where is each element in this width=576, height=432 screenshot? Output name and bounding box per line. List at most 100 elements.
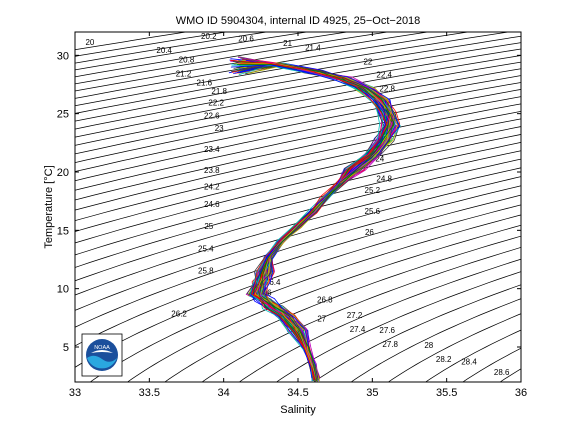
density-contour bbox=[75, 48, 521, 130]
density-contour bbox=[164, 235, 521, 382]
profile-line bbox=[231, 64, 381, 382]
density-contour bbox=[350, 298, 521, 382]
x-tick-label: 35.5 bbox=[436, 387, 457, 399]
y-tick-label: 25 bbox=[57, 109, 69, 121]
logo-text: NOAA bbox=[94, 345, 110, 351]
density-label: 20.6 bbox=[238, 34, 254, 43]
density-label: 28.4 bbox=[461, 358, 477, 367]
density-label: 21.8 bbox=[211, 87, 227, 96]
density-label: 27.2 bbox=[347, 311, 363, 320]
density-contour bbox=[75, 82, 521, 172]
density-contour bbox=[313, 284, 521, 382]
density-label: 25.2 bbox=[365, 186, 381, 195]
density-contour bbox=[75, 32, 471, 99]
density-label: 23.8 bbox=[204, 166, 220, 175]
density-label: 26.4 bbox=[265, 278, 281, 287]
density-contour bbox=[75, 176, 521, 311]
density-contour bbox=[238, 258, 521, 382]
profile-line bbox=[236, 64, 395, 382]
noaa-logo: NOAA bbox=[81, 333, 123, 377]
y-axis-label: Temperature [°C] bbox=[43, 165, 55, 248]
density-label: 27 bbox=[317, 314, 326, 323]
density-label: 27.8 bbox=[382, 340, 398, 349]
chart-title: WMO ID 5904304, internal ID 4925, 25−Oct… bbox=[176, 15, 421, 27]
density-contour bbox=[387, 313, 521, 382]
y-tick-label: 5 bbox=[63, 342, 69, 354]
profile-line bbox=[240, 65, 389, 380]
y-tick-label: 20 bbox=[57, 167, 69, 179]
density-label: 25.4 bbox=[198, 244, 214, 253]
density-label: 20.8 bbox=[179, 55, 195, 64]
x-tick-label: 34.5 bbox=[287, 387, 308, 399]
density-label: 23.4 bbox=[204, 145, 220, 154]
density-contour bbox=[75, 134, 521, 244]
density-contour bbox=[75, 75, 521, 164]
density-contour bbox=[126, 224, 521, 382]
density-label: 20 bbox=[85, 38, 94, 47]
density-contour bbox=[75, 167, 521, 296]
density-label: 28.2 bbox=[436, 355, 452, 364]
density-label: 26.8 bbox=[317, 296, 333, 305]
density-label: 28.6 bbox=[494, 368, 510, 377]
density-contour bbox=[75, 118, 521, 222]
x-tick-label: 36 bbox=[515, 387, 527, 399]
density-contour bbox=[75, 204, 521, 368]
density-contour bbox=[75, 194, 521, 347]
density-label: 27.4 bbox=[350, 325, 366, 334]
density-label: 22.4 bbox=[376, 71, 392, 80]
density-label: 20.4 bbox=[156, 46, 172, 55]
density-contour bbox=[75, 35, 521, 114]
density-label: 22.6 bbox=[204, 111, 220, 120]
density-label: 24.6 bbox=[204, 200, 220, 209]
density-contour bbox=[75, 185, 521, 328]
density-label: 24.2 bbox=[204, 183, 220, 192]
x-tick-label: 34 bbox=[218, 387, 230, 399]
profile-line bbox=[246, 63, 397, 380]
y-tick-label: 15 bbox=[57, 225, 69, 237]
density-label: 22.8 bbox=[379, 85, 395, 94]
density-label: 21 bbox=[283, 39, 292, 48]
density-label: 22.2 bbox=[208, 99, 224, 108]
density-contour bbox=[75, 142, 521, 256]
density-contour bbox=[75, 32, 431, 92]
density-label: 23 bbox=[215, 124, 224, 133]
density-label: 24 bbox=[375, 155, 384, 164]
x-axis: 33 33.5 34 34.5 35 35.5 36 bbox=[69, 32, 527, 399]
y-tick-label: 10 bbox=[57, 284, 69, 296]
density-contour bbox=[75, 150, 521, 268]
logo-wave bbox=[87, 355, 117, 369]
density-label: 26.2 bbox=[171, 310, 187, 319]
density-contour bbox=[75, 61, 521, 146]
density-label: 26 bbox=[365, 228, 374, 237]
density-label: 21.4 bbox=[305, 44, 321, 53]
profile-line bbox=[246, 58, 401, 379]
profile-line-group bbox=[228, 56, 401, 382]
density-label: 22 bbox=[363, 58, 372, 67]
x-tick-label: 35 bbox=[366, 387, 378, 399]
profile-line bbox=[230, 59, 388, 381]
density-label: 25.6 bbox=[365, 207, 381, 216]
x-axis-label: Salinity bbox=[280, 404, 316, 416]
x-tick-label: 33 bbox=[69, 387, 81, 399]
density-contour bbox=[75, 110, 521, 211]
y-axis: 5 10 15 20 25 30 bbox=[57, 50, 521, 354]
density-label-group: 20 20.2 20.4 20.6 20.8 21 21.2 21.4 21.621.8 22 22… bbox=[85, 32, 510, 377]
y-tick-label: 30 bbox=[57, 50, 69, 62]
density-label: 20.2 bbox=[201, 32, 217, 41]
density-contour bbox=[75, 126, 521, 232]
density-label: 21.6 bbox=[197, 79, 213, 88]
density-label: 25 bbox=[204, 222, 213, 231]
density-contour bbox=[89, 214, 521, 382]
density-contour bbox=[275, 271, 521, 382]
density-label: 24.8 bbox=[376, 174, 392, 183]
density-contour bbox=[424, 329, 521, 382]
density-label: 27.6 bbox=[379, 326, 395, 335]
logo-bird bbox=[91, 350, 113, 353]
density-contour bbox=[75, 68, 521, 155]
density-label: 21.2 bbox=[176, 69, 192, 78]
density-label: 25.8 bbox=[198, 267, 214, 276]
density-contour bbox=[75, 32, 390, 85]
density-contour bbox=[75, 32, 511, 107]
x-tick-label: 33.5 bbox=[139, 387, 160, 399]
